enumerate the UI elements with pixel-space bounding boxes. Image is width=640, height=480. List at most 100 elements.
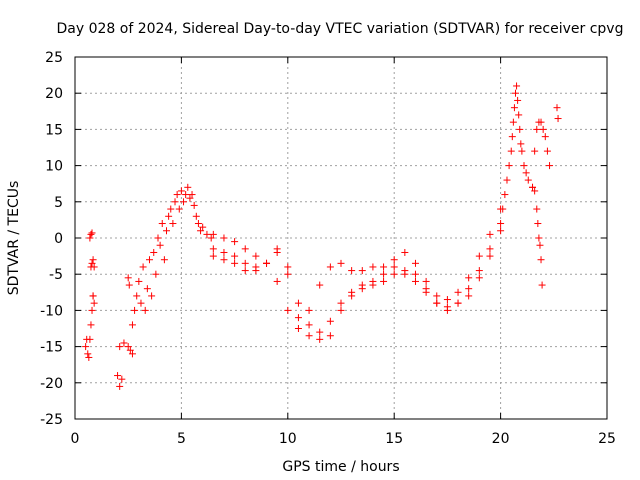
data-point-evening-peak <box>518 147 526 155</box>
data-point-evening-peak <box>543 147 551 155</box>
data-point-early-cluster <box>90 299 98 307</box>
data-point-morning <box>150 248 158 256</box>
data-point-morning <box>154 234 162 242</box>
data-point-morning <box>199 223 207 231</box>
data-point-morning <box>186 194 194 202</box>
data-point-daytime-c <box>231 259 239 267</box>
data-point-morning <box>158 220 166 228</box>
data-point-daytime-c <box>263 259 271 267</box>
data-point-daytime-c <box>316 335 324 343</box>
data-point-daytime-a <box>252 252 260 260</box>
data-point-morning <box>145 256 153 264</box>
data-point-daytime-c <box>475 274 483 282</box>
x-axis-label: GPS time / hours <box>282 459 399 475</box>
data-point-daytime-c <box>273 245 281 253</box>
data-point-morning <box>194 220 202 228</box>
data-point-early-cluster <box>88 259 96 267</box>
data-point-morning <box>171 198 179 206</box>
data-point-daytime-b <box>475 267 483 275</box>
data-point-daytime-c <box>433 299 441 307</box>
data-point-daytime-c <box>241 267 249 275</box>
data-point-daytime-a <box>358 267 366 275</box>
data-points <box>82 82 562 390</box>
data-point-daytime-b <box>220 248 228 256</box>
data-point-daytime-b <box>231 252 239 260</box>
data-point-early-cluster <box>86 335 94 343</box>
x-tick-label: 25 <box>598 431 616 447</box>
y-tick-label: 5 <box>54 195 63 211</box>
data-point-evening-peak <box>505 162 513 170</box>
data-point-evening-peak <box>517 140 525 148</box>
data-point-daytime-a <box>348 267 356 275</box>
data-point-morning <box>163 227 171 235</box>
data-point-early-cluster <box>82 343 90 351</box>
data-point-daytime-b <box>209 245 217 253</box>
data-point-pre-dawn <box>125 281 133 289</box>
data-point-daytime-c <box>486 252 494 260</box>
x-tick-label: 10 <box>279 431 297 447</box>
data-point-morning <box>131 306 139 314</box>
data-point-pre-dawn <box>118 375 126 383</box>
x-tick-labels: 0 5 10 15 20 25 <box>71 431 616 447</box>
data-point-evening-peak <box>522 169 530 177</box>
data-point-daytime-a <box>241 245 249 253</box>
data-point-morning <box>135 277 143 285</box>
data-point-morning <box>207 234 215 242</box>
data-point-morning <box>165 212 173 220</box>
data-point-pre-dawn <box>124 274 132 282</box>
data-point-evening-peak <box>501 191 509 199</box>
data-point-daytime-a <box>316 281 324 289</box>
data-point-daytime-c <box>443 306 451 314</box>
data-point-daytime-c <box>294 314 302 322</box>
data-point-evening-peak <box>508 133 516 141</box>
data-point-morning <box>160 256 168 264</box>
data-point-morning <box>128 321 136 329</box>
x-tick-label: 15 <box>385 431 403 447</box>
data-point-daytime-c <box>252 267 260 275</box>
data-point-early-cluster <box>88 229 96 237</box>
data-point-daytime-a <box>454 288 462 296</box>
data-point-daytime-c <box>348 292 356 300</box>
data-point-early-cluster <box>85 353 93 361</box>
data-point-daytime-b <box>390 256 398 264</box>
data-point-daytime-b <box>497 220 505 228</box>
data-point-early-cluster <box>89 292 97 300</box>
data-point-morning <box>143 285 151 293</box>
x-tick-label: 5 <box>177 431 186 447</box>
data-point-early-cluster <box>88 306 96 314</box>
data-point-pre-dawn <box>128 350 136 358</box>
data-point-morning <box>180 198 188 206</box>
data-point-early-cluster <box>86 234 94 242</box>
data-point-evening-peak <box>507 147 515 155</box>
data-point-daytime-c <box>326 332 334 340</box>
data-point-late-scatter <box>535 234 543 242</box>
data-point-late-scatter <box>529 183 537 191</box>
data-point-morning <box>152 270 160 278</box>
data-point-late-scatter <box>534 220 542 228</box>
data-point-morning <box>173 191 181 199</box>
data-point-daytime-a <box>390 263 398 271</box>
data-point-late-scatter <box>554 115 562 123</box>
data-point-morning <box>139 263 147 271</box>
data-point-early-cluster <box>89 256 97 264</box>
data-point-evening-peak <box>514 96 522 104</box>
data-point-morning <box>175 205 183 213</box>
data-point-daytime-a <box>380 263 388 271</box>
data-point-daytime-b <box>305 321 313 329</box>
data-point-daytime-b <box>401 248 409 256</box>
data-point-daytime-c <box>358 285 366 293</box>
data-point-evening-peak <box>541 133 549 141</box>
data-point-daytime-b <box>316 328 324 336</box>
data-point-daytime-a <box>220 234 228 242</box>
data-point-daytime-a <box>337 259 345 267</box>
data-point-daytime-c <box>454 299 462 307</box>
data-point-daytime-a <box>475 252 483 260</box>
data-point-evening-peak <box>499 205 507 213</box>
data-point-morning <box>169 220 177 228</box>
data-point-pre-dawn <box>126 346 134 354</box>
data-point-daytime-b <box>284 263 292 271</box>
y-axis-label: SDTVAR / TECUs <box>6 181 22 296</box>
data-point-daytime-b <box>294 299 302 307</box>
data-point-late-scatter <box>531 187 539 195</box>
